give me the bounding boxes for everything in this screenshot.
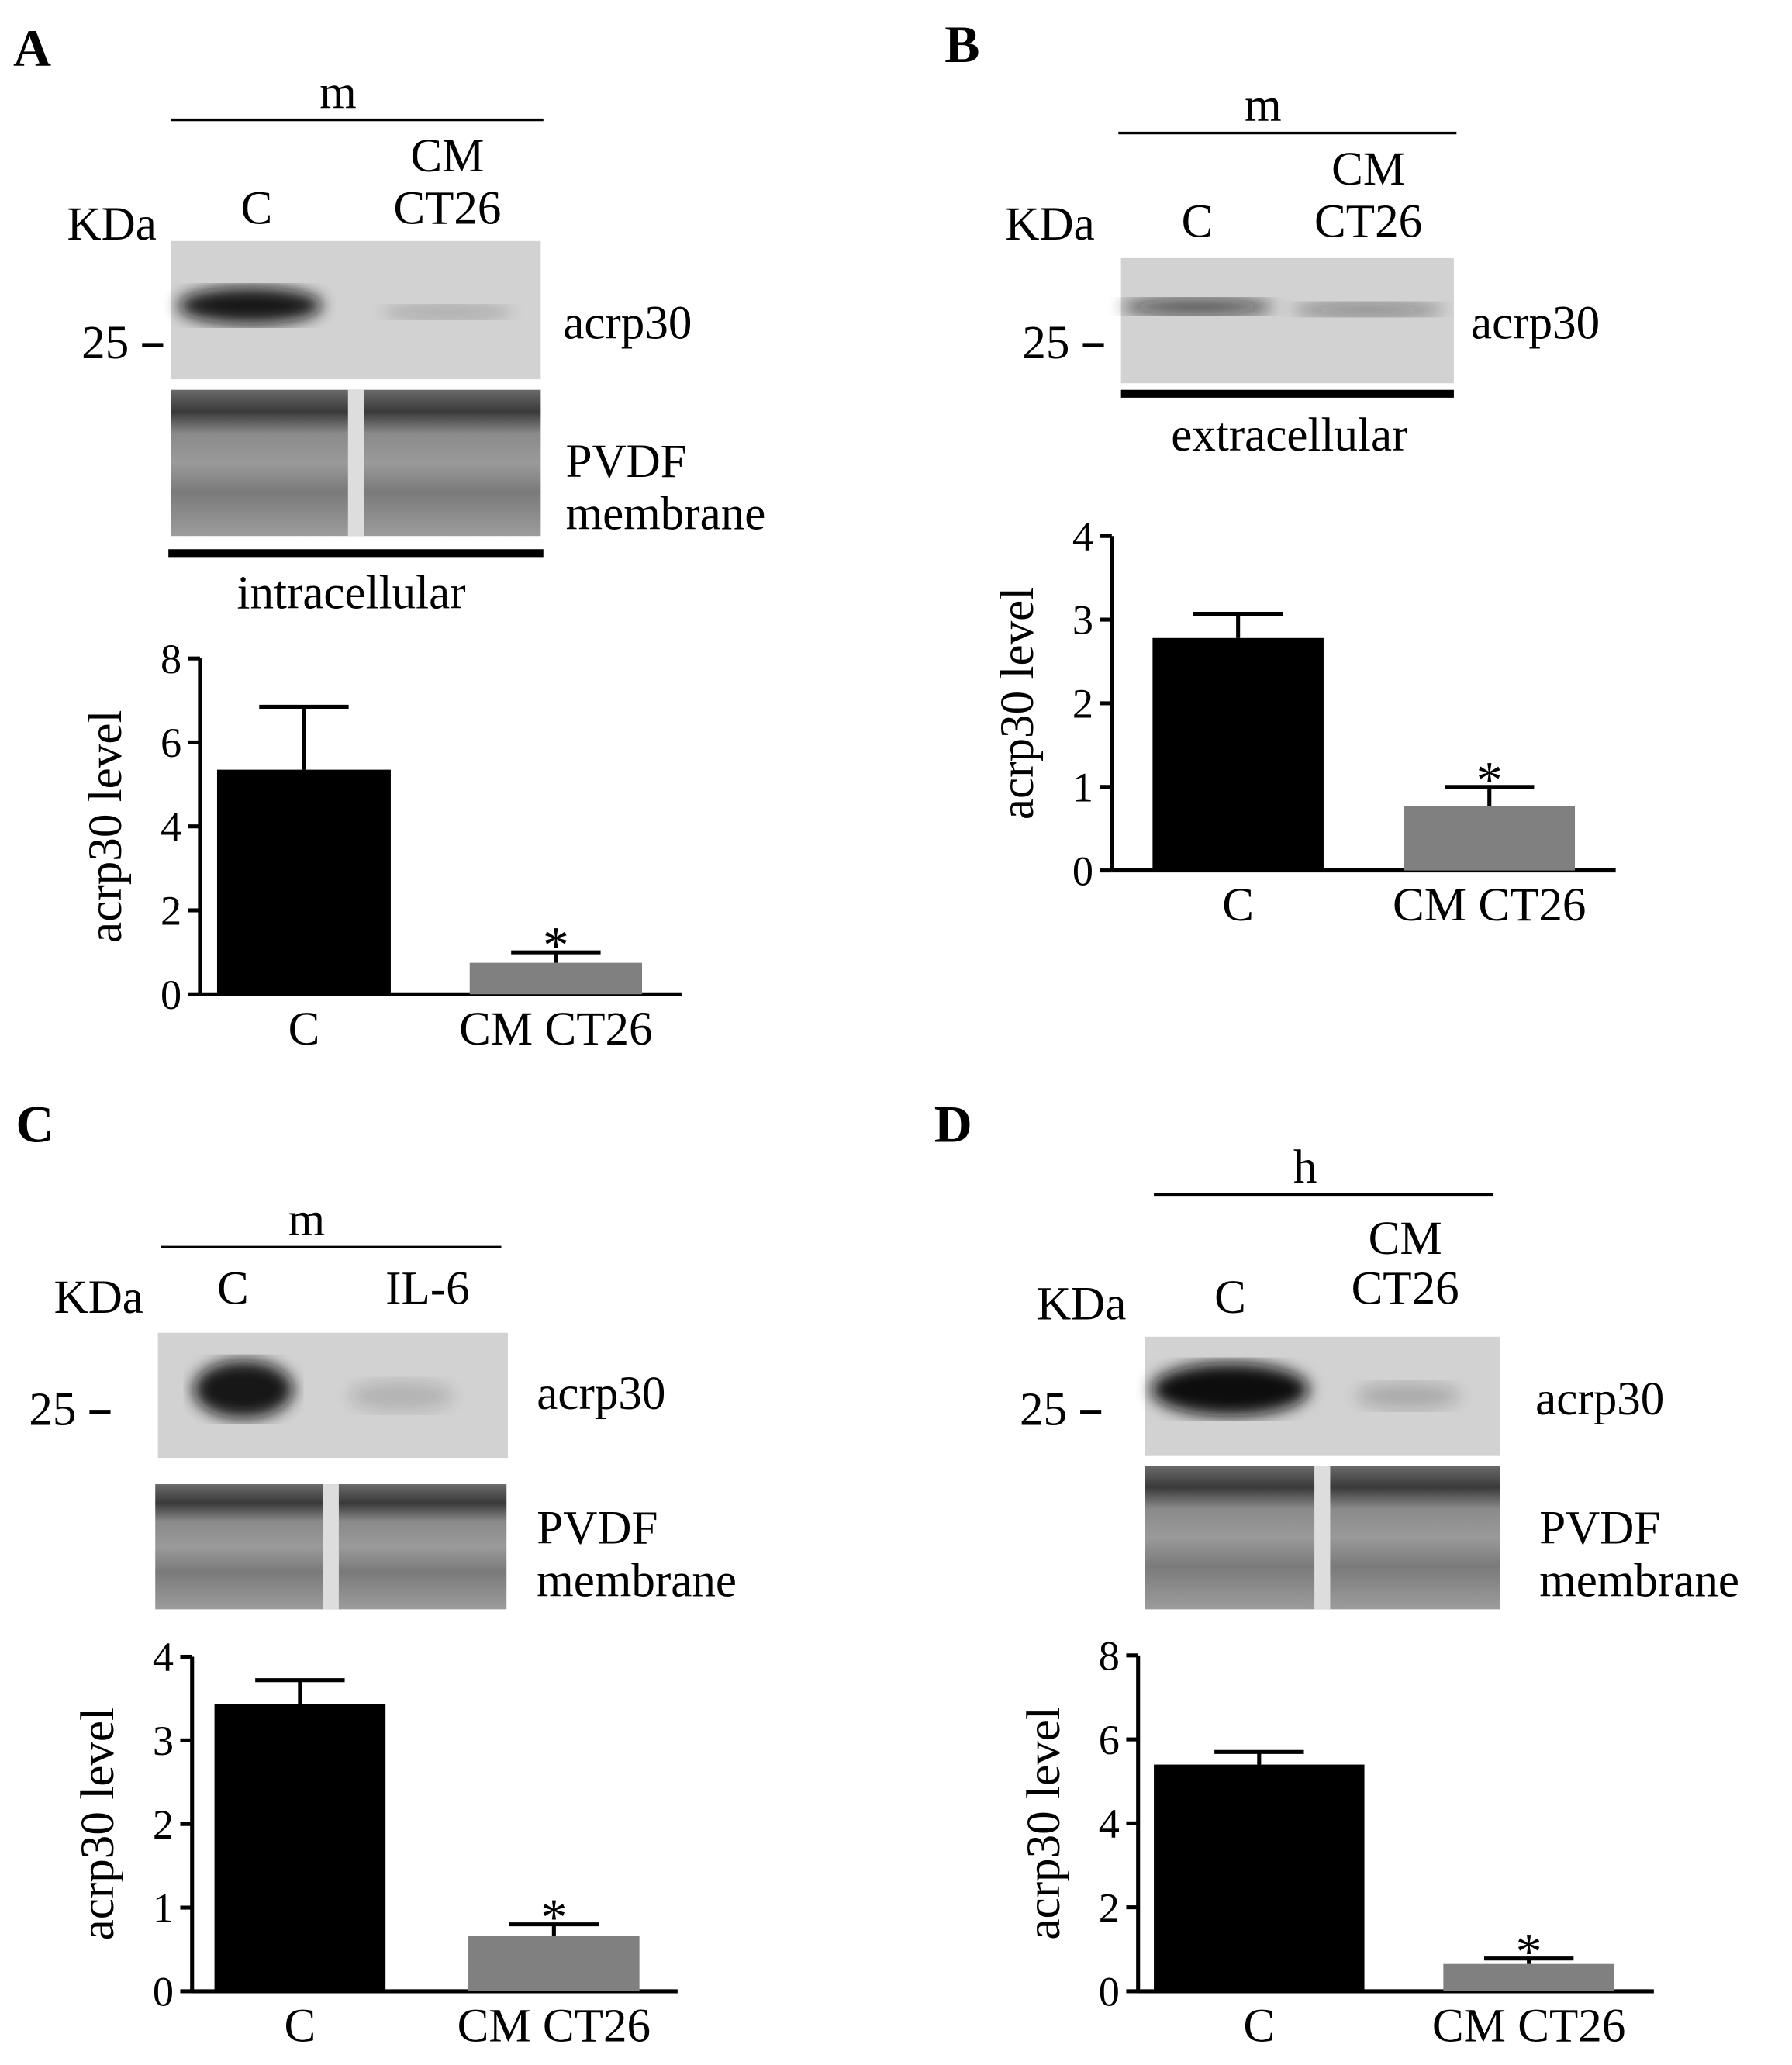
- lane-label: C: [240, 183, 272, 235]
- bar: [214, 1704, 386, 1991]
- y-tick-label: 8: [161, 636, 181, 682]
- significance-mark: *: [540, 1887, 567, 1946]
- blot-group-label: m: [319, 67, 357, 119]
- lane-label: IL-6: [385, 1262, 470, 1314]
- y-tick-label: 2: [161, 888, 181, 934]
- y-axis-label: acrp30 level: [80, 710, 132, 942]
- protein-label: acrp30: [537, 1368, 665, 1420]
- x-tick-label: CM CT26: [457, 2000, 651, 2052]
- y-tick-label: 0: [1072, 848, 1093, 894]
- panel-letter: D: [934, 1094, 972, 1153]
- blot-band: [193, 1360, 294, 1419]
- protein-label: acrp30: [563, 297, 692, 349]
- significance-mark: *: [543, 916, 569, 975]
- y-tick-label: 4: [1072, 513, 1093, 560]
- y-axis-label: acrp30 level: [1018, 1707, 1070, 1939]
- lane-label: CT26: [1352, 1262, 1459, 1314]
- lane-gap: [347, 389, 364, 537]
- marker-label: 25: [29, 1384, 76, 1436]
- panel-letter: C: [16, 1094, 54, 1153]
- y-tick-label: 0: [1099, 1969, 1120, 2015]
- bar: [1404, 806, 1576, 871]
- lane-label: CT26: [1314, 196, 1422, 248]
- loading-label: PVDF: [1539, 1502, 1660, 1554]
- lane-label: CM: [1331, 143, 1405, 195]
- loading-label: membrane: [566, 489, 766, 540]
- kda-label: KDa: [1005, 199, 1094, 250]
- panel-letter: A: [13, 19, 51, 78]
- bar: [1154, 1764, 1365, 1991]
- y-tick-label: 4: [1099, 1801, 1120, 1847]
- y-tick-label: 4: [153, 1634, 174, 1680]
- lane-label: C: [1182, 196, 1214, 248]
- lane-label: CM: [1369, 1213, 1442, 1265]
- protein-label: acrp30: [1535, 1373, 1664, 1425]
- panel-letter: B: [944, 15, 979, 74]
- blot-group-label: m: [288, 1194, 326, 1246]
- loading-label: membrane: [1539, 1555, 1739, 1607]
- y-tick-label: 0: [153, 1969, 174, 2015]
- bar: [216, 769, 391, 995]
- y-tick-label: 2: [1072, 681, 1093, 727]
- loading-label: membrane: [537, 1555, 737, 1607]
- blot-band: [1355, 1383, 1461, 1410]
- significance-mark: *: [1476, 750, 1503, 809]
- kda-label: KDa: [1037, 1279, 1126, 1331]
- bar: [1152, 637, 1324, 871]
- lane-label: C: [217, 1262, 249, 1314]
- y-axis-label: acrp30 level: [992, 587, 1044, 820]
- x-tick-label: CM CT26: [1432, 2000, 1625, 2052]
- significance-mark: *: [1516, 1922, 1542, 1980]
- bar: [468, 1936, 640, 1991]
- y-axis-label: acrp30 level: [72, 1708, 124, 1940]
- kda-label: KDa: [67, 199, 157, 250]
- y-tick-label: 1: [1072, 764, 1093, 810]
- loading-label: PVDF: [566, 436, 687, 488]
- blot-band: [348, 1380, 454, 1412]
- fraction-label: extracellular: [1171, 409, 1407, 461]
- y-tick-label: 8: [1099, 1632, 1120, 1679]
- blot-group-label: m: [1245, 80, 1282, 132]
- lane-label: CT26: [393, 183, 501, 235]
- marker-label: 25: [81, 317, 129, 369]
- y-tick-label: 6: [1099, 1717, 1120, 1763]
- loading-label: PVDF: [537, 1502, 658, 1554]
- x-tick-label: CM CT26: [459, 1003, 652, 1055]
- bar: [1443, 1963, 1614, 1991]
- kda-label: KDa: [54, 1272, 143, 1324]
- x-tick-label: CM CT26: [1393, 879, 1586, 931]
- y-tick-label: 6: [161, 720, 181, 766]
- lane-label: CM: [410, 130, 484, 182]
- y-tick-label: 3: [153, 1718, 174, 1764]
- x-tick-label: C: [288, 1003, 320, 1055]
- lane-gap: [323, 1484, 339, 1610]
- y-tick-label: 2: [1099, 1884, 1120, 1931]
- blot-band: [178, 287, 323, 324]
- y-tick-label: 3: [1072, 597, 1093, 644]
- blot-band: [1120, 299, 1274, 315]
- protein-label: acrp30: [1471, 297, 1600, 349]
- blot-image: [1120, 257, 1454, 384]
- y-tick-label: 2: [153, 1801, 174, 1848]
- blot-band: [1151, 1362, 1310, 1416]
- bar: [469, 962, 643, 995]
- x-tick-label: C: [1222, 879, 1254, 931]
- marker-label: 25: [1020, 1384, 1067, 1436]
- blot-band: [1292, 302, 1445, 316]
- lane-label: C: [1214, 1272, 1246, 1324]
- x-tick-label: C: [1243, 2000, 1275, 2052]
- marker-label: 25: [1022, 317, 1069, 369]
- y-tick-label: 1: [153, 1885, 174, 1932]
- y-tick-label: 0: [161, 972, 181, 1018]
- lane-gap: [1314, 1466, 1331, 1610]
- blot-group-label: h: [1293, 1141, 1317, 1193]
- y-tick-label: 4: [161, 803, 181, 850]
- x-tick-label: C: [284, 2000, 316, 2052]
- fraction-label: intracellular: [237, 568, 466, 620]
- blot-band: [382, 306, 513, 319]
